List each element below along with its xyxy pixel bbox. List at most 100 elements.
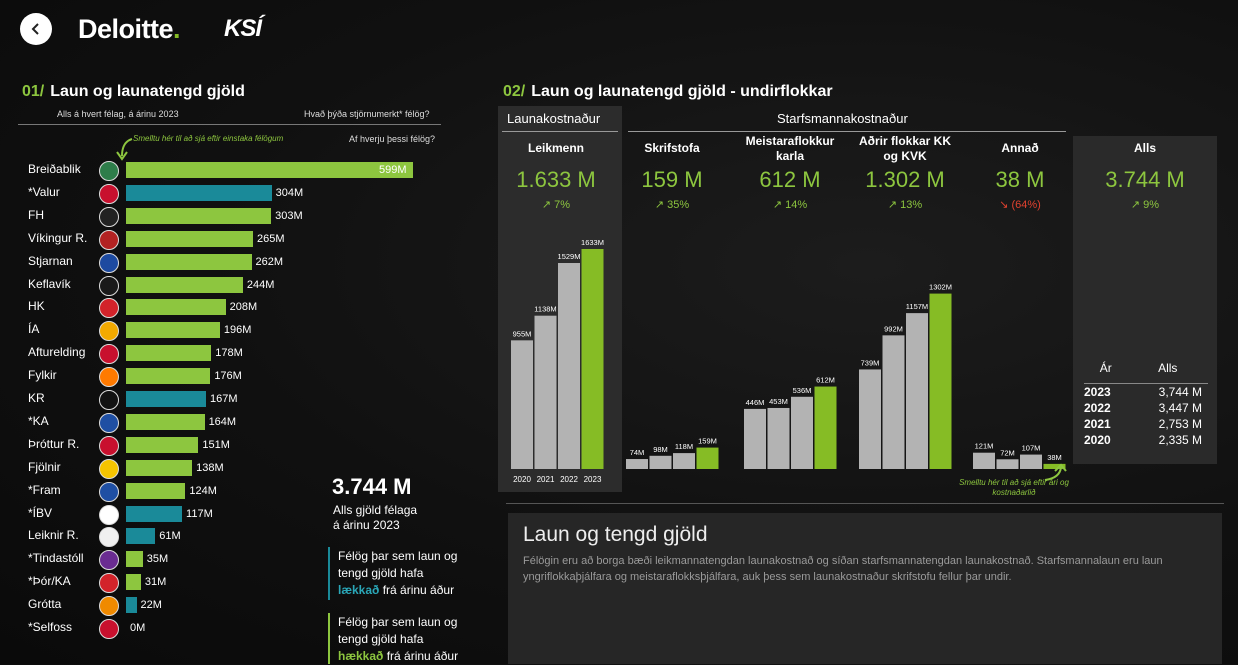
club-row[interactable]: Víkingur R. 265M xyxy=(0,229,450,250)
club-row[interactable]: Stjarnan 262M xyxy=(0,252,450,273)
chart-bar[interactable] xyxy=(996,459,1019,469)
club-name: Afturelding xyxy=(28,345,86,360)
club-row[interactable]: *KA 164M xyxy=(0,412,450,433)
subcategory-bar-charts[interactable]: 955M 2020 1138M 2021 1529M 2022 1633M 2023 74M 98… xyxy=(0,0,1238,500)
club-value-label: 167M xyxy=(210,393,238,405)
chart-bar[interactable] xyxy=(744,408,766,469)
club-row[interactable]: KR 167M xyxy=(0,389,450,410)
chart-bar[interactable] xyxy=(906,313,928,469)
table-row[interactable]: 2021 2,753 M xyxy=(1084,417,1202,431)
club-row[interactable]: *Valur 304M xyxy=(0,183,450,204)
club-row[interactable]: Keflavík 244M xyxy=(0,275,450,296)
chart-3[interactable]: 739M 992M 1157M 1302M xyxy=(859,283,952,469)
club-value-label: 35M xyxy=(146,553,169,566)
chart-bar[interactable] xyxy=(558,263,580,469)
table-row[interactable]: 2023 3,744 M xyxy=(1084,385,1202,399)
club-bar[interactable] xyxy=(126,253,252,270)
chart-bar[interactable] xyxy=(929,293,952,469)
chart-data-label: 955M xyxy=(513,329,532,338)
club-row[interactable]: *Fram 124M xyxy=(0,481,450,502)
starred-question[interactable]: Hvað þýða stjörnumerkt* félög? xyxy=(304,109,430,119)
club-crest-icon xyxy=(99,619,119,639)
club-bar[interactable] xyxy=(126,368,211,385)
chart-bar[interactable] xyxy=(626,459,648,469)
club-crest-icon xyxy=(99,161,119,181)
club-bar[interactable] xyxy=(126,230,253,247)
club-row[interactable]: Grótta 22M xyxy=(0,595,450,617)
club-bar[interactable] xyxy=(126,436,199,453)
club-row[interactable]: Fjölnir 138M xyxy=(0,458,450,479)
club-row[interactable]: *Þór/KA 31M xyxy=(0,572,450,594)
table-row[interactable]: 2022 3,447 M xyxy=(1084,401,1202,415)
club-row[interactable]: *Tindastóll 35M xyxy=(0,549,450,571)
why-clubs-question[interactable]: Af hverju þessi félög? xyxy=(349,134,436,144)
club-value-label: 138M xyxy=(196,461,224,474)
club-row[interactable]: *Selfoss 0M xyxy=(0,618,450,639)
club-bar[interactable] xyxy=(126,207,272,224)
year-total-table: Ár Alls 2023 3,744 M 2022 3,447 M 2021 2,75… xyxy=(1084,360,1208,448)
club-crest-icon xyxy=(99,596,119,617)
club-bar[interactable] xyxy=(126,574,141,591)
kpi-value: 38 M xyxy=(995,167,1045,192)
kpi-change: ↗ 9% xyxy=(1130,199,1160,211)
club-row[interactable]: Þróttur R. 151M xyxy=(0,435,450,456)
club-bar[interactable] xyxy=(126,459,193,476)
club-row[interactable]: Breiðablik 599M xyxy=(0,160,450,181)
club-row[interactable]: HK 208M xyxy=(0,297,450,319)
chart-4[interactable]: 121M 72M 107M 38M xyxy=(973,442,1066,469)
club-row[interactable]: Afturelding 178M xyxy=(0,343,450,365)
hint-arrow-icon xyxy=(116,138,133,161)
club-bar[interactable] xyxy=(126,276,243,293)
club-bar[interactable] xyxy=(126,597,137,614)
club-value-label: 176M xyxy=(214,370,242,383)
chart-bar[interactable] xyxy=(581,249,604,469)
chart-1[interactable]: 74M 98M 118M 159M xyxy=(626,437,719,469)
club-crest-icon xyxy=(99,412,119,433)
club-bar[interactable] xyxy=(126,345,212,362)
club-name: Stjarnan xyxy=(28,253,73,268)
chart-bar[interactable] xyxy=(791,396,813,469)
club-row[interactable]: ÍA 196M xyxy=(0,320,450,342)
club-bar[interactable] xyxy=(126,162,413,178)
chart-bar[interactable] xyxy=(859,369,881,469)
kpi-value: 1.633 M xyxy=(516,167,596,192)
chart-bar[interactable] xyxy=(1020,454,1042,469)
club-row[interactable]: Leiknir R. 61M xyxy=(0,526,450,548)
club-value-label: 208M xyxy=(229,301,258,314)
table-row[interactable]: 2020 2,335 M xyxy=(1084,433,1202,447)
club-bar[interactable] xyxy=(126,505,183,522)
chart-bar[interactable] xyxy=(511,340,533,469)
club-bar[interactable] xyxy=(126,391,206,407)
chart-bar[interactable] xyxy=(534,315,557,469)
club-bar[interactable] xyxy=(126,299,226,316)
chart-bar[interactable] xyxy=(814,386,837,469)
chart-data-label: 612M xyxy=(816,376,835,385)
chart-data-label: 72M xyxy=(1000,448,1015,457)
club-value-label: 117M xyxy=(186,507,213,520)
info-text: Félögin eru að borga bæði leikmannatengd… xyxy=(523,555,1163,583)
club-bar[interactable] xyxy=(126,551,143,568)
chart-bar[interactable] xyxy=(673,453,695,469)
club-bar[interactable] xyxy=(126,528,156,545)
club-row[interactable]: FH 303M xyxy=(0,206,450,227)
club-bar[interactable] xyxy=(126,413,205,430)
chart-bar[interactable] xyxy=(882,335,905,469)
back-button[interactable] xyxy=(20,13,52,45)
chart-bar[interactable] xyxy=(1043,463,1066,469)
chart-data-label: 1157M xyxy=(906,302,928,311)
chart-bar[interactable] xyxy=(767,407,790,469)
kpi-value: 612 M xyxy=(759,167,821,192)
club-bar[interactable] xyxy=(126,184,272,201)
club-crest-icon xyxy=(99,183,119,204)
chart-bar[interactable] xyxy=(649,455,672,469)
club-row[interactable]: *ÍBV 117M xyxy=(0,504,450,525)
chart-2[interactable]: 446M 453M 536M 612M xyxy=(744,376,837,469)
club-bar[interactable] xyxy=(126,322,220,339)
club-name: KR xyxy=(28,391,45,405)
club-bar[interactable] xyxy=(126,482,186,499)
chart-bar[interactable] xyxy=(696,447,719,469)
section-01-title: 01/Laun og launatengd gjöld xyxy=(22,83,245,100)
chart-0[interactable]: 955M 2020 1138M 2021 1529M 2022 1633M 2023 xyxy=(511,238,604,484)
club-row[interactable]: Fylkir 176M xyxy=(0,366,450,388)
chart-bar[interactable] xyxy=(973,452,995,469)
